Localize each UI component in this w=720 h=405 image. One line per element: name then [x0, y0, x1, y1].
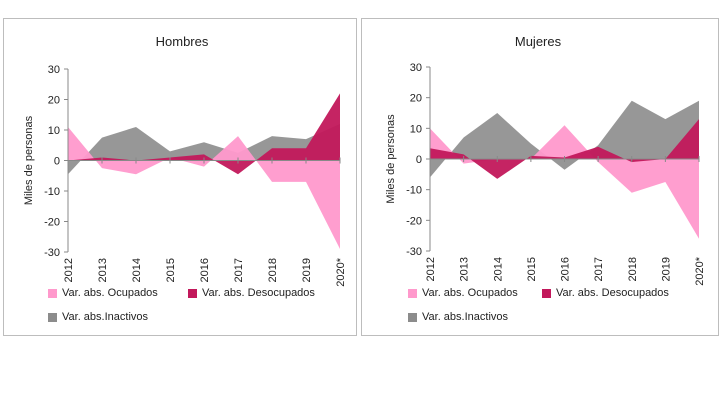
x-tick-label: 2013 — [459, 257, 471, 281]
legend-item-desocupados: Var. abs. Desocupados — [542, 287, 669, 299]
y-tick-label: 10 — [410, 123, 422, 135]
chart-title: Hombres — [156, 34, 209, 49]
y-tick-label: 20 — [410, 93, 422, 105]
x-tick-label: 2016 — [199, 258, 211, 282]
legend-label: Var. abs. Desocupados — [556, 287, 669, 299]
chart-panel-mujeres: Mujeres Miles de personas -30 -20 -10 0 10 20 30… — [361, 18, 719, 336]
legend-label: Var. abs. Desocupados — [202, 287, 315, 299]
legend-label: Var. abs. Ocupados — [62, 287, 158, 299]
legend-swatch — [48, 288, 57, 298]
chart-hombres: Hombres Miles de personas -30 -20 -10 0 10 20 30… — [23, 34, 347, 287]
legend-swatch — [408, 312, 417, 322]
x-tick-label: 2013 — [97, 258, 109, 282]
x-tick-label: 2019 — [660, 257, 672, 281]
x-tick-label: 2020* — [335, 257, 347, 286]
legend-label: Var. abs.Inactivos — [62, 311, 149, 323]
legend-swatch — [542, 288, 551, 298]
legend-item-inactivos: Var. abs.Inactivos — [48, 311, 148, 323]
x-tick-label: 2015 — [165, 258, 177, 282]
series-area-var-abs-ocupados — [430, 125, 699, 239]
y-tick-label: -10 — [44, 186, 60, 198]
legend-label: Var. abs.Inactivos — [422, 311, 509, 323]
legend-item-ocupados: Var. abs. Ocupados — [408, 287, 518, 299]
y-axis-label: Miles de personas — [385, 114, 397, 204]
y-axis-label: Miles de personas — [23, 115, 35, 205]
legend-item-inactivos: Var. abs.Inactivos — [408, 311, 508, 323]
x-tick-label: 2017 — [593, 257, 605, 281]
x-tick-label: 2012 — [63, 258, 75, 282]
x-tick-label: 2012 — [425, 257, 437, 281]
x-tick-label: 2019 — [301, 258, 313, 282]
legend-item-ocupados: Var. abs. Ocupados — [48, 287, 158, 299]
x-tick-label: 2015 — [526, 257, 538, 281]
y-tick-label: 10 — [48, 125, 60, 137]
y-tick-label: 20 — [48, 95, 60, 107]
y-tick-label: -10 — [406, 185, 422, 197]
x-tick-label: 2020* — [694, 256, 706, 285]
x-tick-label: 2018 — [627, 257, 639, 281]
x-tick-label: 2017 — [233, 258, 245, 282]
y-tick-label: 0 — [416, 154, 422, 166]
y-tick-label: -20 — [406, 215, 422, 227]
chart-panel-hombres: Hombres Miles de personas -30 -20 -10 0 10 20 30… — [3, 18, 357, 336]
x-tick-label: 2014 — [492, 257, 504, 281]
x-tick-label: 2016 — [560, 257, 572, 281]
y-tick-label: -30 — [44, 247, 60, 259]
x-tick-label: 2018 — [267, 258, 279, 282]
y-tick-label: 30 — [410, 62, 422, 74]
y-tick-label: -20 — [44, 217, 60, 229]
chart-title: Mujeres — [515, 34, 562, 49]
series-area-var-abs-inactivos — [68, 123, 340, 175]
series-area-var-abs-desocupados — [430, 119, 699, 179]
legend-swatch — [188, 288, 197, 298]
legend-swatch — [408, 288, 417, 298]
y-tick-label: 30 — [48, 64, 60, 76]
legend-swatch — [48, 312, 57, 322]
y-tick-label: 0 — [54, 156, 60, 168]
chart-mujeres: Mujeres Miles de personas -30 -20 -10 0 10 20 30… — [385, 34, 706, 286]
legend-item-desocupados: Var. abs. Desocupados — [188, 287, 315, 299]
x-tick-label: 2014 — [131, 258, 143, 282]
series-area-var-abs-desocupados — [68, 93, 340, 175]
legend-label: Var. abs. Ocupados — [422, 287, 518, 299]
y-tick-label: -30 — [406, 246, 422, 258]
